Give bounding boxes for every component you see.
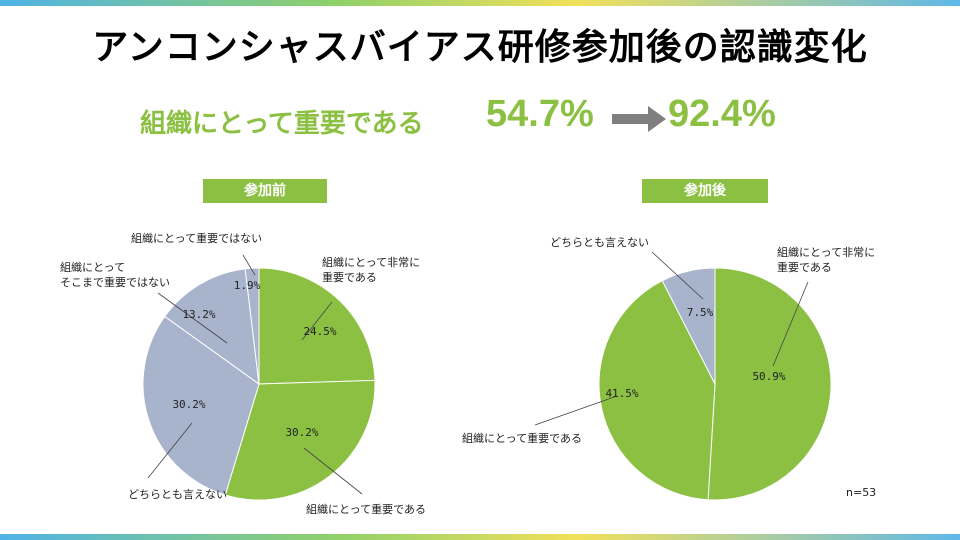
pie-slice	[142, 315, 260, 496]
pie-slice	[224, 379, 376, 501]
slice-category-label: 組織にとって重要である	[306, 502, 426, 516]
bottom-gradient-stripe	[0, 534, 960, 540]
slice-category-label: 組織にとってそこまで重要ではない	[60, 261, 170, 289]
slice-category-label: 組織にとって重要である	[462, 431, 582, 445]
headline-label: 組織にとって重要である	[140, 109, 424, 139]
slice-category-label: 組織にとって重要ではない	[131, 231, 262, 245]
sample-size-note: n=53	[846, 486, 877, 499]
pie-slice	[258, 267, 376, 385]
leader-line	[303, 447, 363, 495]
slice-percent-label: 24.5%	[303, 325, 336, 338]
pie-slice	[598, 279, 716, 501]
slice-percent-label: 1.9%	[234, 279, 261, 292]
leader-line	[651, 251, 704, 300]
slice-percent-label: 30.2%	[172, 398, 205, 411]
right-arrow-icon	[612, 106, 666, 132]
leader-line	[242, 254, 256, 276]
before-section-tag: 参加前	[203, 179, 327, 203]
leader-line	[534, 395, 618, 426]
page-title: アンコンシャスバイアス研修参加後の認識変化	[92, 27, 868, 68]
pie-slice	[707, 267, 832, 501]
pie-0: 24.5% 組織にとって非常に重要である 30.2% 組織にとって重要である 30.2%…	[60, 231, 426, 516]
pie-slice	[244, 267, 260, 385]
slice-percent-label: 50.9%	[752, 370, 785, 383]
slice-percent-label: 7.5%	[687, 306, 714, 319]
pie-slice	[661, 267, 716, 385]
headline-before-value: 54.7%	[486, 93, 594, 135]
slice-category-label: どちらとも言えない	[128, 488, 227, 501]
pie-1: 50.9% 組織にとって非常に重要である 41.5% 組織にとって重要である 7.5% ど…	[462, 236, 875, 501]
slice-percent-label: 41.5%	[605, 387, 638, 400]
slice-category-label: 組織にとって非常に重要である	[322, 256, 420, 284]
pie-slice	[164, 268, 260, 386]
slice-percent-label: 13.2%	[182, 308, 215, 321]
leader-line	[772, 281, 809, 367]
headline-after-value: 92.4%	[668, 93, 776, 135]
slice-percent-label: 30.2%	[285, 426, 318, 439]
slice-category-label: どちらとも言えない	[550, 236, 649, 249]
leader-line	[147, 422, 193, 479]
top-gradient-stripe	[0, 0, 960, 6]
leader-line	[301, 301, 333, 341]
slice-category-label: 組織にとって非常に重要である	[777, 246, 875, 274]
after-section-tag: 参加後	[642, 179, 768, 203]
leader-line	[157, 292, 228, 344]
